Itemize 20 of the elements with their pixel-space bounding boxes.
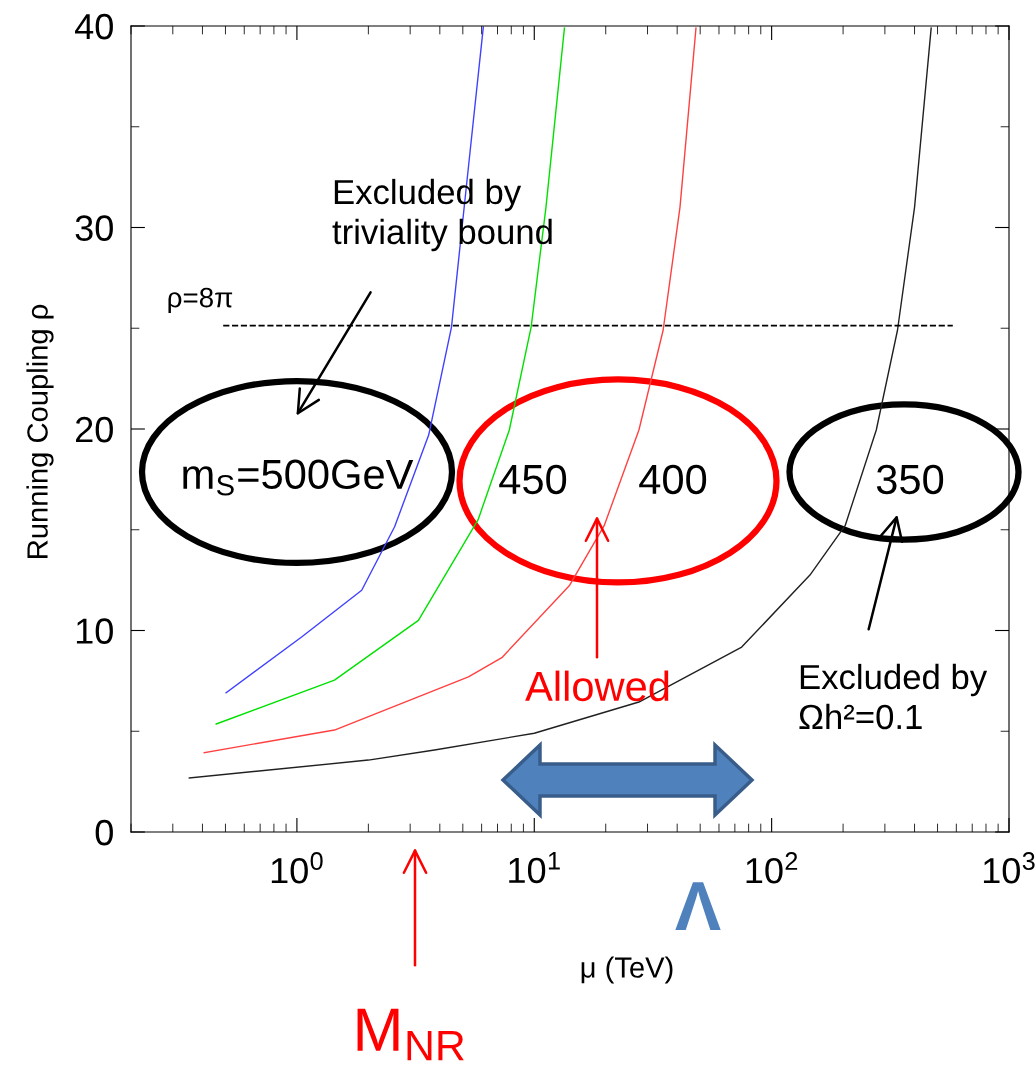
x-tick-label: 10$^{2}$ — [746, 852, 798, 884]
y-tick-label: 30 — [75, 215, 113, 241]
x-tick-label: 10$^{3}$ — [983, 852, 1035, 884]
annotation: m$_{S}$=500GeV — [183, 459, 414, 496]
y-tick-label: 40 — [75, 13, 113, 40]
y-tick-label: 0 — [95, 819, 113, 846]
text: Λ — [675, 882, 721, 930]
annotation: Allowed — [525, 670, 669, 702]
y-tick-label: 20 — [75, 416, 113, 443]
annotation: Excluded by Ωh²=0.1 — [799, 663, 988, 730]
x-axis-title: μ (TeV) — [581, 956, 673, 984]
y-axis-title: Running Coupling ρ — [26, 304, 54, 558]
text: M$_{NR}$ — [357, 1008, 464, 1061]
annotation: 450 — [499, 464, 567, 495]
x-tick-label: 10$^{1}$ — [509, 852, 560, 884]
annotation: 350 — [876, 464, 944, 495]
annotation: 400 — [639, 464, 707, 495]
annotation: ρ=8π — [168, 287, 233, 313]
x-tick-label: 10$^{0}$ — [271, 852, 323, 884]
y-tick-label: 10 — [76, 618, 113, 644]
